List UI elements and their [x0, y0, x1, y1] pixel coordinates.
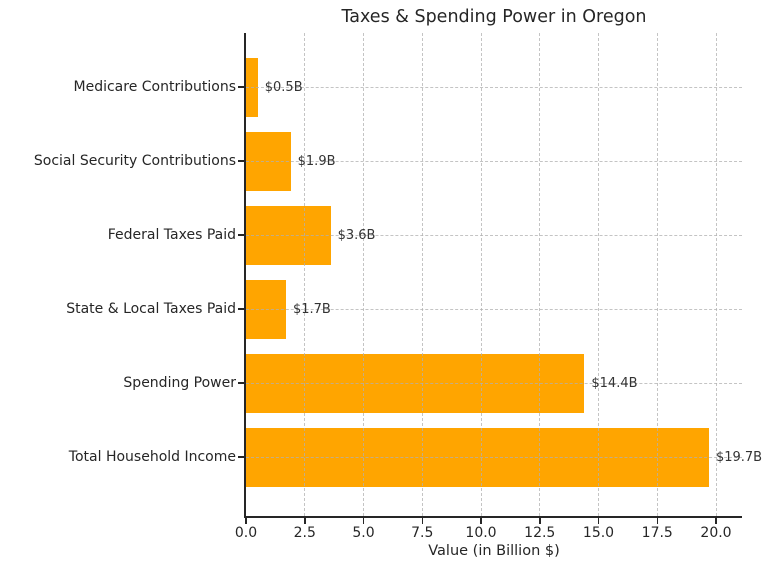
bar-value-label: $14.4B: [591, 375, 638, 391]
y-tick-mark: [238, 160, 245, 162]
gridline-horizontal: [246, 383, 742, 384]
y-axis-spine: [244, 33, 246, 518]
x-tick-mark: [480, 517, 482, 524]
x-tick-label: 20.0: [700, 525, 732, 541]
y-tick-mark: [238, 456, 245, 458]
x-tick-mark: [656, 517, 658, 524]
gridline-vertical: [363, 33, 364, 516]
y-tick-mark: [238, 382, 245, 384]
x-tick-mark: [304, 517, 306, 524]
x-tick-mark: [245, 517, 247, 524]
y-tick-label: Medicare Contributions: [73, 78, 236, 95]
gridline-vertical: [421, 33, 423, 516]
y-tick-mark: [238, 234, 245, 236]
x-tick-label: 5.0: [352, 525, 375, 541]
y-tick-label: Social Security Contributions: [33, 152, 236, 169]
bar-value-label: $1.7B: [292, 301, 331, 317]
bar-value-label: $0.5B: [264, 79, 303, 95]
gridline-vertical: [715, 33, 717, 516]
y-tick-mark: [238, 308, 245, 310]
x-tick-mark: [597, 517, 600, 524]
gridline-vertical: [656, 33, 658, 516]
y-tick-label: State & Local Taxes Paid: [66, 300, 236, 317]
x-tick-mark: [715, 517, 717, 524]
bar-value-label: $3.6B: [337, 227, 376, 243]
y-tick-label: Spending Power: [123, 374, 236, 391]
x-tick-mark: [362, 517, 365, 524]
gridline-horizontal: [246, 161, 742, 162]
bar-value-label: $19.7B: [715, 449, 763, 465]
x-tick-label: 12.5: [524, 525, 556, 541]
y-tick-label: Total Household Income: [68, 448, 236, 465]
gridline-horizontal: [246, 87, 742, 88]
bar-value-label: $1.9B: [297, 153, 336, 169]
x-tick-label: 2.5: [293, 525, 316, 541]
gridline-horizontal: [246, 309, 742, 310]
x-tick-label: 7.5: [411, 525, 434, 541]
gridline-vertical: [304, 33, 306, 516]
y-tick-mark: [238, 86, 245, 88]
x-tick-label: 0.0: [234, 525, 258, 541]
x-tick-label: 17.5: [641, 525, 673, 541]
x-axis-spine: [244, 516, 742, 518]
x-tick-mark: [421, 517, 423, 524]
gridline-vertical: [598, 33, 599, 516]
x-axis-label: Value (in Billion $): [428, 543, 560, 559]
gridline-horizontal: [246, 235, 742, 236]
x-tick-label: 15.0: [582, 525, 615, 541]
gridline-horizontal: [246, 457, 742, 458]
gridline-vertical: [480, 33, 482, 516]
gridline-vertical: [539, 33, 541, 516]
x-tick-mark: [539, 517, 541, 524]
y-tick-label: Federal Taxes Paid: [107, 226, 236, 243]
chart-title: Taxes & Spending Power in Oregon: [341, 7, 647, 27]
x-tick-label: 10.0: [465, 525, 497, 541]
